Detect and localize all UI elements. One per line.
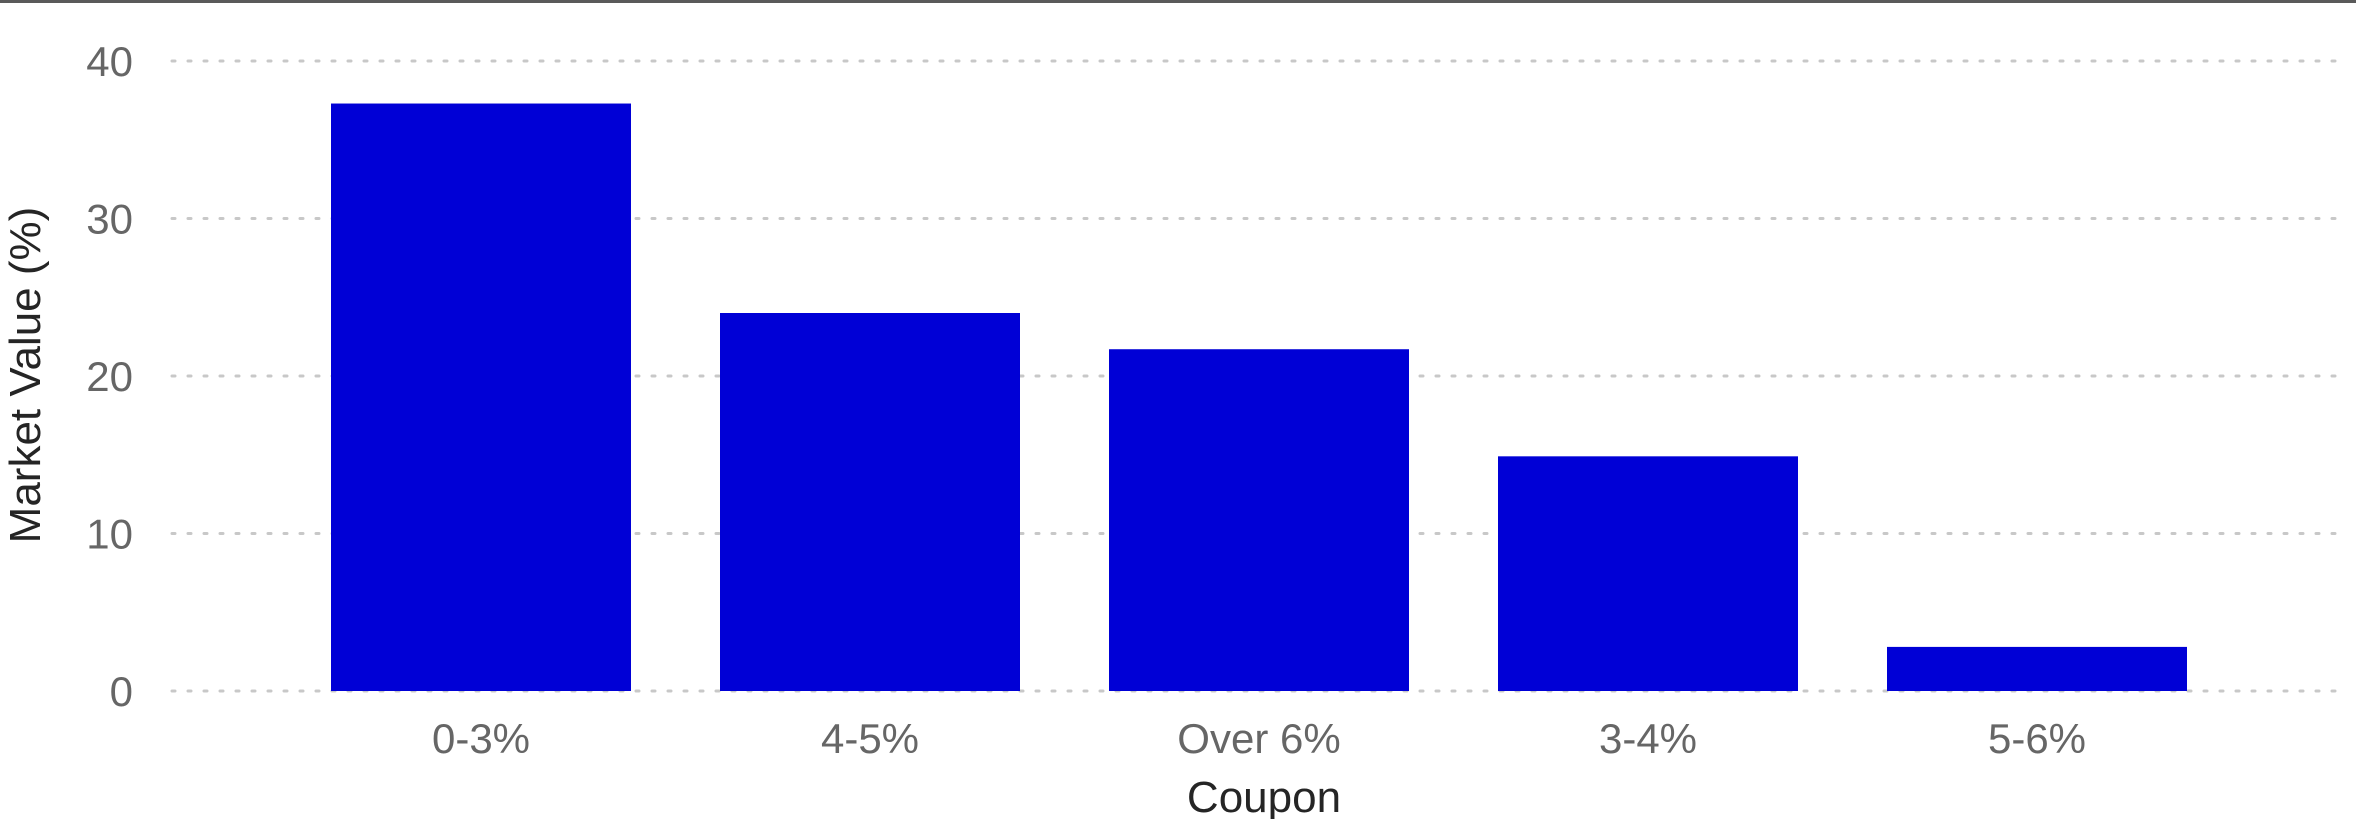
- y-axis-title: Market Value (%): [1, 207, 50, 544]
- top-border: [0, 0, 2356, 3]
- x-tick-label: 3-4%: [1599, 715, 1697, 762]
- y-tick-label: 20: [86, 353, 133, 400]
- x-axis-title: Coupon: [1187, 773, 1341, 819]
- bar-0-3: [331, 103, 631, 691]
- x-axis-ticks: 0-3% 4-5% Over 6% 3-4% 5-6%: [432, 715, 2086, 762]
- y-tick-label: 40: [86, 38, 133, 85]
- y-axis-ticks: 0 10 20 30 40: [86, 38, 133, 715]
- x-tick-label: 0-3%: [432, 715, 530, 762]
- bars: [331, 103, 2187, 691]
- y-tick-label: 0: [110, 668, 133, 715]
- x-tick-label: 4-5%: [821, 715, 919, 762]
- x-tick-label: 5-6%: [1988, 715, 2086, 762]
- bar-over-6: [1109, 349, 1409, 691]
- y-tick-label: 10: [86, 511, 133, 558]
- x-tick-label: Over 6%: [1177, 715, 1340, 762]
- bar-4-5: [720, 313, 1020, 691]
- bar-3-4: [1498, 456, 1798, 691]
- y-tick-label: 30: [86, 196, 133, 243]
- bar-5-6: [1887, 646, 2187, 691]
